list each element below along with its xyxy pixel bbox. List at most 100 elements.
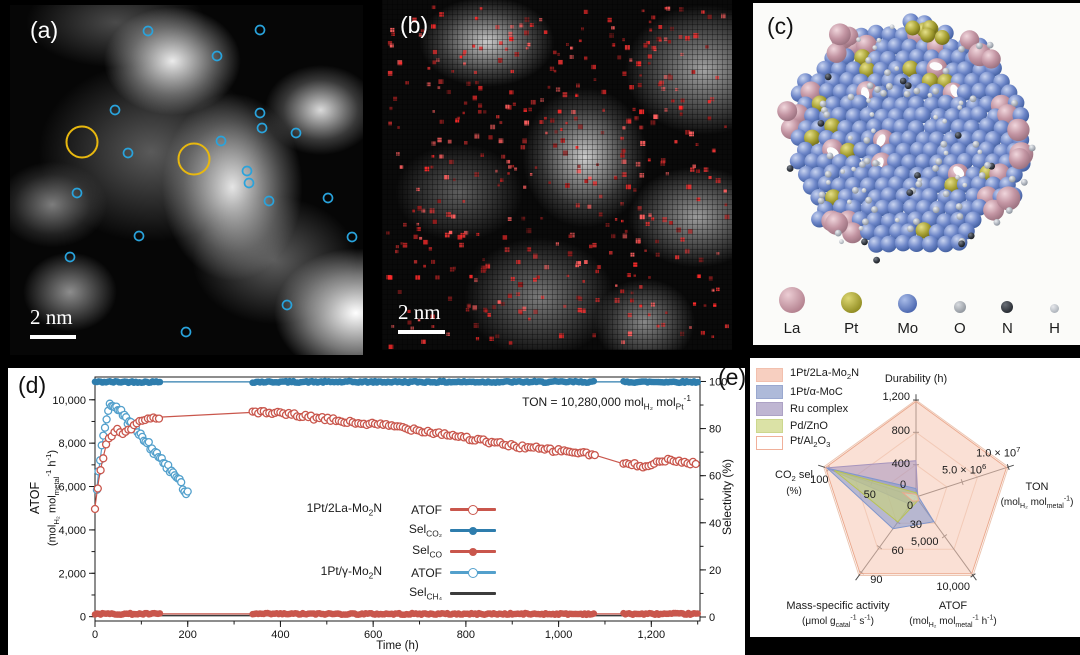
n-atom xyxy=(954,132,962,139)
element-sphere-pt xyxy=(840,292,862,313)
pt-eds-dot xyxy=(436,58,440,62)
pt-eds-dot xyxy=(661,322,666,327)
pt-single-atom-marker xyxy=(122,147,134,159)
pt-single-atom-marker xyxy=(254,107,266,119)
pt-eds-dot xyxy=(481,265,487,271)
pt-eds-dot xyxy=(596,265,601,269)
element-legend-item: O xyxy=(953,301,966,337)
o-atom xyxy=(863,157,871,165)
pt-eds-dot xyxy=(621,340,625,345)
pt-eds-dot xyxy=(439,12,444,17)
radar-legend-row: 1Pt/2La-Mo2N xyxy=(756,366,859,383)
pt-single-atom-marker xyxy=(109,104,121,116)
pt-eds-dot xyxy=(716,252,720,256)
o-atom xyxy=(866,82,874,90)
pt-eds-dot xyxy=(393,96,398,101)
pt-eds-dot xyxy=(557,109,562,114)
pt-eds-dot xyxy=(662,217,668,223)
pt-eds-dot xyxy=(475,80,479,85)
pt-eds-dot xyxy=(691,70,696,74)
pt-eds-dot xyxy=(431,5,436,10)
pt-eds-dot xyxy=(487,313,491,317)
pt-eds-dot xyxy=(630,252,635,257)
pt-eds-dot xyxy=(457,234,463,240)
pt-eds-dot xyxy=(466,303,471,308)
pt-eds-dot xyxy=(462,199,466,203)
pt-eds-dot xyxy=(650,302,655,307)
pt-eds-dot xyxy=(661,86,666,91)
x-tick-label: 1,000 xyxy=(545,629,573,641)
scale-bar-a-line xyxy=(30,335,76,339)
pt-eds-dot xyxy=(724,203,728,207)
pt-eds-dot xyxy=(403,222,407,227)
pt-eds-dot xyxy=(565,121,568,125)
pt-eds-dot xyxy=(539,18,543,22)
o-atom xyxy=(958,45,965,53)
pt-eds-dot xyxy=(509,90,514,95)
o-atom xyxy=(903,90,911,98)
pt-atom xyxy=(804,129,821,146)
pt-eds-dot xyxy=(387,41,393,46)
n-atom xyxy=(873,256,880,264)
panel-b-label: (b) xyxy=(400,12,429,38)
h-atom xyxy=(866,98,871,103)
la-atom xyxy=(842,222,864,244)
pt-eds-dot xyxy=(647,62,651,65)
pt-eds-dot xyxy=(540,295,545,299)
pt-eds-dot xyxy=(575,93,579,97)
pt-eds-dot xyxy=(448,230,453,235)
radar-axis-title: CO2 sel (%) xyxy=(775,469,813,498)
la-atom xyxy=(1008,148,1031,170)
h-atom xyxy=(942,118,947,124)
o-atom xyxy=(940,140,948,148)
la-atom-white-cap xyxy=(950,84,959,98)
pt-eds-dot xyxy=(599,194,603,199)
pt-single-atom-marker xyxy=(290,127,302,139)
pt-eds-dot xyxy=(707,100,711,104)
pt-eds-dot xyxy=(678,105,684,111)
o-atom xyxy=(907,225,914,233)
pt-eds-dot xyxy=(647,313,651,317)
o-atom xyxy=(862,218,869,226)
pt-eds-dot xyxy=(665,172,669,176)
pt-eds-dot xyxy=(595,298,600,303)
o-atom xyxy=(863,136,871,144)
pt-eds-dot xyxy=(557,52,560,56)
pt-eds-dot xyxy=(620,153,625,158)
pt-eds-dot xyxy=(596,163,599,166)
pt-eds-dot xyxy=(696,169,700,173)
scale-bar-a-text: 2 nm xyxy=(30,305,73,329)
pt-eds-dot xyxy=(533,309,538,314)
radar-tick-label: 50 xyxy=(863,488,876,501)
pt-eds-dot xyxy=(584,179,589,184)
element-label: N xyxy=(1002,320,1013,337)
data-marker xyxy=(96,466,105,475)
element-legend-item: La xyxy=(779,287,805,337)
data-marker xyxy=(99,454,108,463)
h-atom xyxy=(977,149,983,155)
pt-eds-dot xyxy=(693,33,699,39)
pt-eds-dot xyxy=(431,24,436,29)
x-tick-label: 400 xyxy=(271,629,289,641)
legend-marker-line xyxy=(450,567,496,578)
pt-eds-dot xyxy=(544,116,547,120)
pt-eds-dot xyxy=(724,214,730,220)
pt-eds-dot xyxy=(505,104,510,109)
pt-eds-dot xyxy=(569,232,575,238)
pt-eds-dot xyxy=(629,85,634,90)
la-atom-white-cap xyxy=(953,166,965,177)
pt-eds-dot xyxy=(568,234,573,238)
pt-eds-dot xyxy=(437,137,442,143)
pt-eds-dot xyxy=(611,233,616,239)
mo-atom xyxy=(845,108,863,125)
pt-eds-dot xyxy=(622,126,626,130)
pt-single-atom-marker xyxy=(256,122,268,134)
pt-eds-dot xyxy=(650,120,656,126)
pt-eds-dot xyxy=(439,119,444,124)
h-atom xyxy=(957,105,963,110)
pt-eds-dot xyxy=(562,92,568,98)
pt-eds-dot xyxy=(630,291,634,295)
pt-eds-dot xyxy=(708,276,713,281)
pt-eds-dot xyxy=(655,239,659,244)
pt-eds-dot xyxy=(611,43,616,47)
